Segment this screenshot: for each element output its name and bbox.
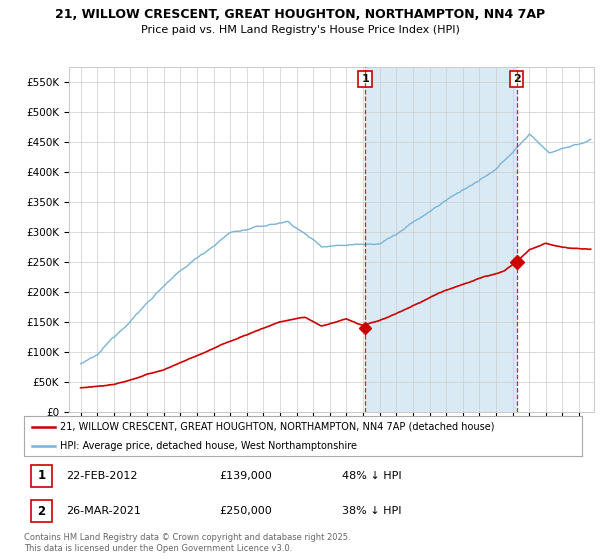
Text: £250,000: £250,000 <box>220 506 272 516</box>
Text: 38% ↓ HPI: 38% ↓ HPI <box>342 506 401 516</box>
Text: HPI: Average price, detached house, West Northamptonshire: HPI: Average price, detached house, West… <box>60 441 357 450</box>
FancyBboxPatch shape <box>31 500 52 522</box>
Text: 1: 1 <box>361 74 369 84</box>
Text: 48% ↓ HPI: 48% ↓ HPI <box>342 470 401 480</box>
Text: Contains HM Land Registry data © Crown copyright and database right 2025.
This d: Contains HM Land Registry data © Crown c… <box>24 533 350 553</box>
Text: 21, WILLOW CRESCENT, GREAT HOUGHTON, NORTHAMPTON, NN4 7AP: 21, WILLOW CRESCENT, GREAT HOUGHTON, NOR… <box>55 8 545 21</box>
Text: 21, WILLOW CRESCENT, GREAT HOUGHTON, NORTHAMPTON, NN4 7AP (detached house): 21, WILLOW CRESCENT, GREAT HOUGHTON, NOR… <box>60 422 495 432</box>
Text: 2: 2 <box>513 74 521 84</box>
Text: Price paid vs. HM Land Registry's House Price Index (HPI): Price paid vs. HM Land Registry's House … <box>140 25 460 35</box>
Text: 2: 2 <box>37 505 46 517</box>
Text: 1: 1 <box>37 469 46 482</box>
Text: 26-MAR-2021: 26-MAR-2021 <box>66 506 141 516</box>
Text: £139,000: £139,000 <box>220 470 272 480</box>
FancyBboxPatch shape <box>31 465 52 487</box>
Bar <box>365 67 517 412</box>
Text: 22-FEB-2012: 22-FEB-2012 <box>66 470 137 480</box>
